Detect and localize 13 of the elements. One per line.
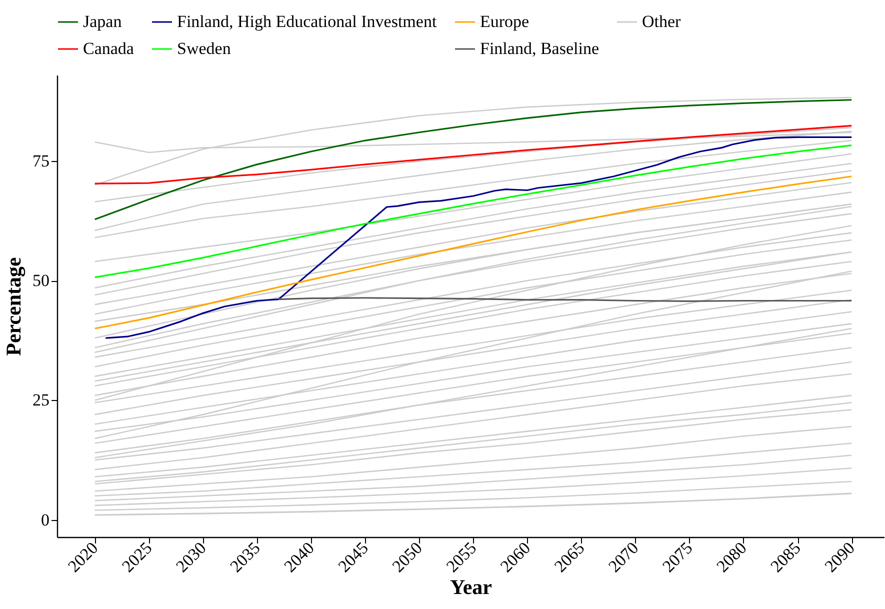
y-tick-label: 50: [32, 271, 50, 290]
legend-label: Other: [642, 12, 682, 31]
y-tick-label: 75: [32, 152, 50, 171]
legend-label: Sweden: [177, 39, 232, 58]
y-tick-label: 0: [41, 510, 50, 530]
y-axis-title: Percentage: [2, 257, 26, 356]
legend-label: Finland, High Educational Investment: [177, 12, 437, 31]
legend-label: Canada: [83, 39, 134, 58]
legend-label: Japan: [83, 12, 122, 31]
legend-label: Finland, Baseline: [480, 39, 599, 58]
y-tick-label: 25: [32, 390, 50, 410]
legend-label: Europe: [480, 12, 530, 31]
x-axis-title: Year: [450, 575, 492, 600]
